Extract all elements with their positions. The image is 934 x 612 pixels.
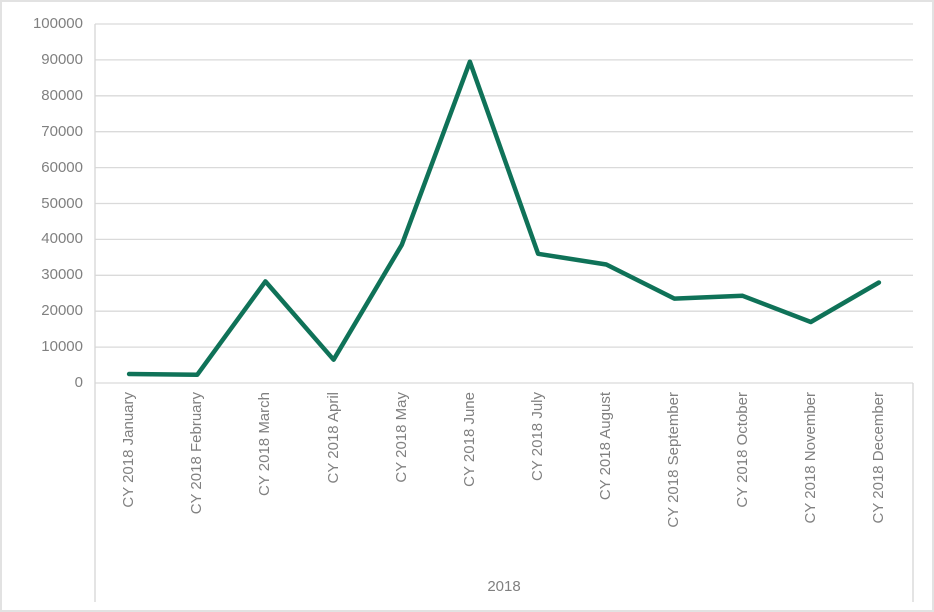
y-axis-tick-label: 100000 [32, 15, 83, 32]
y-axis-tick-label: 80000 [41, 86, 83, 104]
x-axis-category-label: CY 2018 December [869, 392, 887, 524]
y-axis-tick-label: 60000 [41, 158, 83, 176]
x-axis-category-label: CY 2018 February [188, 392, 206, 515]
x-axis-category-label: CY 2018 September [665, 392, 683, 528]
y-axis-tick-label: 0 [74, 374, 83, 391]
x-axis-category-label: CY 2018 January [120, 392, 138, 508]
x-axis-category-label: CY 2018 July [529, 392, 547, 481]
series-line[interactable] [126, 59, 882, 377]
x-axis-category-label: CY 2018 May [392, 392, 410, 483]
y-axis-tick-label: 20000 [41, 302, 83, 320]
x-axis-category-label: CY 2018 March [256, 392, 274, 496]
y-axis-tick-label: 30000 [41, 266, 83, 284]
y-axis-tick-label: 90000 [41, 50, 83, 68]
x-axis-category-label: CY 2018 November [801, 392, 819, 524]
y-axis-tick-label: 40000 [41, 230, 83, 248]
x-axis-category-label: CY 2018 August [597, 392, 615, 501]
y-axis-tick-label: 50000 [41, 194, 83, 212]
y-axis-tick-label: 10000 [41, 338, 83, 356]
x-axis-category-label: CY 2018 October [733, 392, 751, 508]
x-axis-category-label: CY 2018 June [460, 392, 478, 487]
y-axis-tick-label: 70000 [41, 122, 83, 140]
x-axis-category-label: CY 2018 April [324, 392, 342, 484]
x-axis-group-label: 2018 [487, 578, 521, 595]
